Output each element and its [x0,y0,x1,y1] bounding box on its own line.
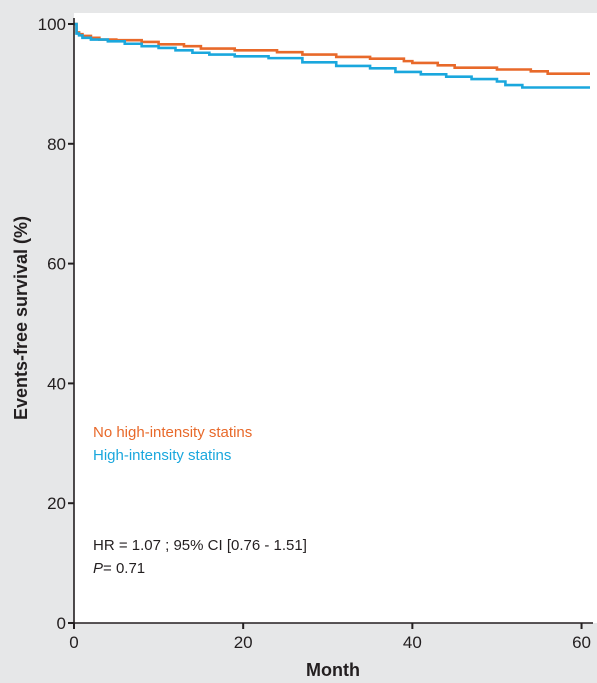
x-tick-label-60: 60 [572,633,591,652]
ticks-layer: 0 20 40 60 80 100 0 20 40 60 [38,15,591,652]
x-tick-label-20: 20 [234,633,253,652]
x-axis-title: Month [306,660,360,680]
p-value-annotation: P= 0.71 [93,560,145,577]
y-tick-label-100: 100 [38,15,66,34]
legend-no-high-intensity: No high-intensity statins [93,424,252,441]
hr-annotation: HR = 1.07 ; 95% CI [0.76 - 1.51] [93,537,307,554]
y-tick-label-40: 40 [47,374,66,393]
y-axis-title: Events-free survival (%) [11,216,31,420]
y-tick-label-0: 0 [57,614,66,633]
p-label: P [93,560,103,577]
x-tick-label-0: 0 [69,633,78,652]
y-tick-label-60: 60 [47,255,66,274]
x-tick-label-40: 40 [403,633,422,652]
p-value: = 0.71 [103,560,145,577]
legend-high-intensity: High-intensity statins [93,447,231,464]
series-line-high-intensity [74,22,590,89]
y-tick-label-80: 80 [47,135,66,154]
y-tick-label-20: 20 [47,494,66,513]
series-layer [74,22,590,89]
plot-area [74,13,597,623]
